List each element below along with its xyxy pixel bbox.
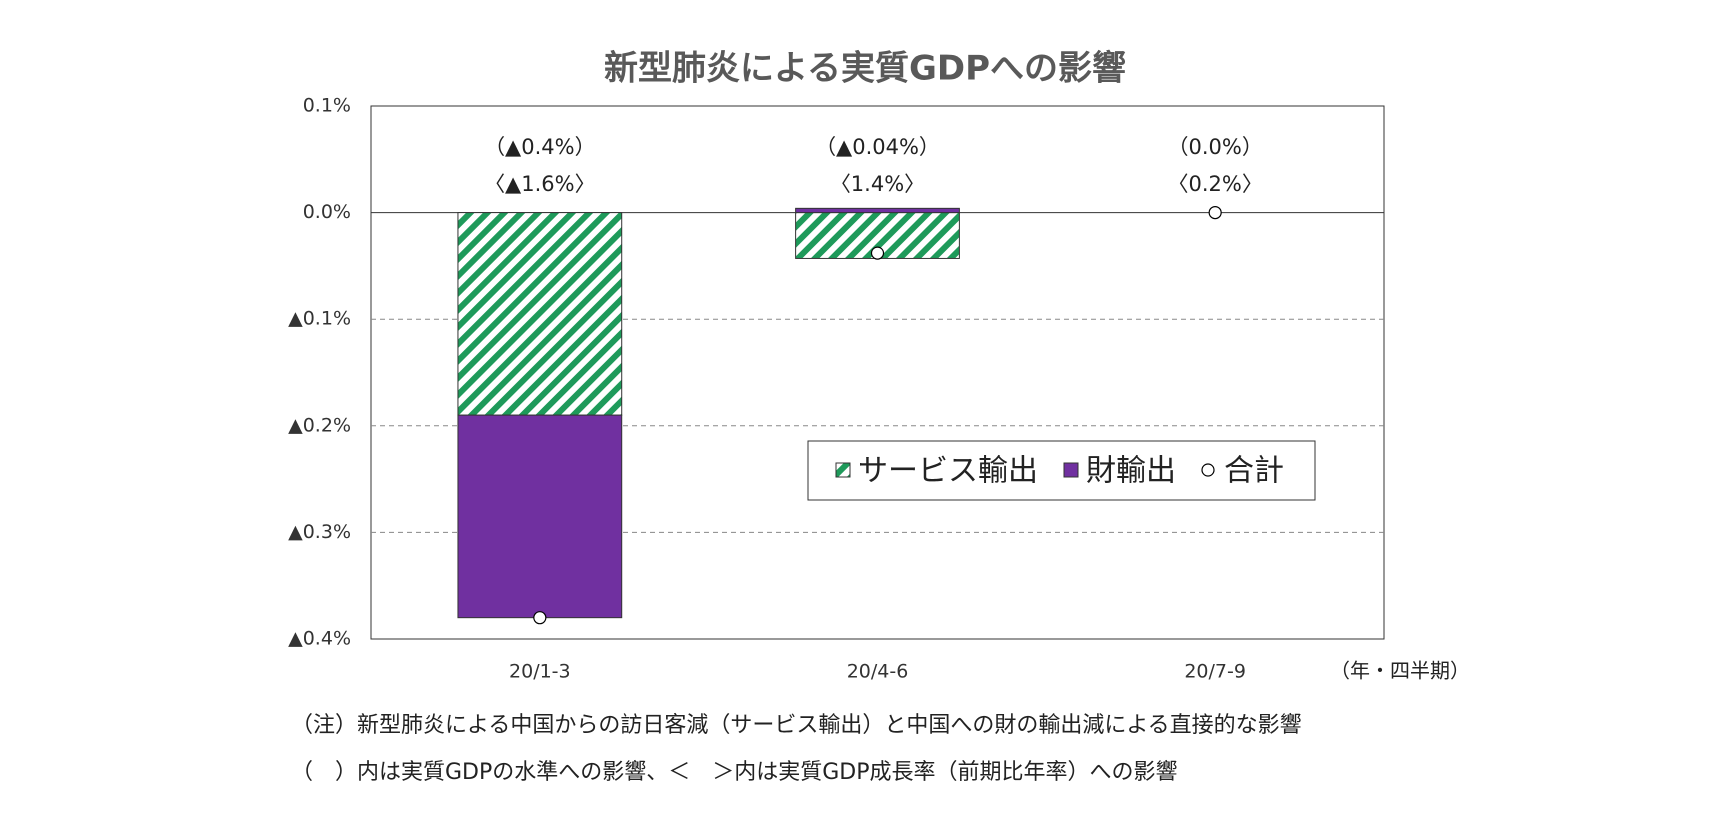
annotation: （▲0.4%） <box>484 135 596 159</box>
y-tick-label: ▲0.2% <box>288 414 351 436</box>
y-tick-label: ▲0.1% <box>288 308 351 330</box>
legend-swatch <box>1063 462 1079 478</box>
y-tick-label: ▲0.4% <box>288 628 351 650</box>
annotation: （▲0.04%） <box>815 135 940 159</box>
total-marker <box>533 611 547 625</box>
legend-box <box>807 440 1316 501</box>
annotation: （0.0%） <box>1167 135 1262 159</box>
legend-swatch <box>835 462 851 478</box>
y-tick-label: 0.1% <box>303 95 351 117</box>
bar <box>795 207 960 214</box>
plot-area <box>370 105 1385 640</box>
total-marker <box>870 246 885 260</box>
y-tick-label: 0.0% <box>303 201 351 223</box>
legend-label: 合計 <box>1224 454 1284 489</box>
bar <box>457 414 623 619</box>
annotation: 〈1.4%〉 <box>830 172 925 196</box>
legend-label: 財輸出 <box>1086 454 1176 489</box>
x-tick-label: 20/4-6 <box>847 661 909 683</box>
bar <box>457 212 623 416</box>
y-tick-label: ▲0.3% <box>288 521 351 543</box>
chart-title: 新型肺炎による実質GDPへの影響 <box>604 49 1126 89</box>
legend-label: サービス輸出 <box>858 454 1038 489</box>
x-tick-label: 20/1-3 <box>509 661 571 683</box>
total-marker <box>1208 206 1222 220</box>
note: （ ）内は実質GDPの水準への影響、＜ ＞内は実質GDP成長率（前期比年率）への… <box>291 760 1178 785</box>
annotation: 〈▲1.6%〉 <box>484 172 596 196</box>
annotation: 〈0.2%〉 <box>1167 172 1262 196</box>
legend-marker <box>1201 463 1215 477</box>
note: （注）新型肺炎による中国からの訪日客減（サービス輸出）と中国への財の輸出減による… <box>291 713 1302 738</box>
x-unit: （年・四半期） <box>1330 659 1470 683</box>
x-tick-label: 20/7-9 <box>1184 661 1246 683</box>
